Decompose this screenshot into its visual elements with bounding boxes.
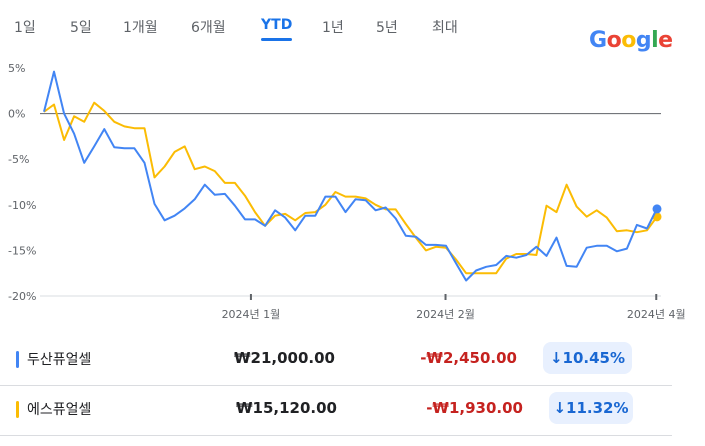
google-logo: Google bbox=[589, 28, 673, 53]
series-line-에스퓨얼셀 bbox=[43, 101, 658, 275]
stock-change: -₩1,930.00 bbox=[426, 399, 523, 417]
logo-letter: l bbox=[651, 28, 659, 53]
series-lines bbox=[43, 70, 662, 282]
active-tab-indicator bbox=[261, 38, 293, 41]
row-divider bbox=[0, 385, 672, 386]
percent-value: 10.45% bbox=[562, 349, 626, 367]
series-end-point bbox=[652, 204, 662, 214]
percent-change-badge: ↓ 10.45% bbox=[543, 342, 632, 374]
time-range-tabs: 1일 5일 1개월 6개월 YTD 1년 5년 최대 bbox=[0, 0, 705, 50]
stock-name: 에스퓨얼셀 bbox=[27, 402, 92, 418]
y-tick-label: -20% bbox=[8, 290, 36, 303]
stock-change: -₩2,450.00 bbox=[420, 349, 517, 367]
x-tick-label: 2024년 2월 bbox=[416, 308, 475, 321]
series-line-두산퓨얼셀 bbox=[43, 70, 658, 282]
stock-row-doosan[interactable]: 두산퓨얼셀 ₩21,000.00 -₩2,450.00 ↓ 10.45% bbox=[0, 335, 670, 383]
logo-letter: o bbox=[621, 28, 636, 53]
y-tick-label: 5% bbox=[8, 62, 25, 75]
series-color-marker bbox=[16, 351, 19, 368]
tab-5d[interactable]: 5일 bbox=[70, 20, 92, 36]
logo-letter: G bbox=[589, 28, 607, 53]
x-axis: 2024년 1월 2024년 2월 2024년 4월 bbox=[40, 294, 686, 321]
stock-row-s-fuelcell[interactable]: 에스퓨얼셀 ₩15,120.00 -₩1,930.00 ↓ 11.32% bbox=[0, 385, 670, 433]
tab-max[interactable]: 최대 bbox=[432, 20, 458, 36]
arrow-down-icon: ↓ bbox=[549, 349, 563, 367]
y-tick-label: 0% bbox=[8, 108, 25, 121]
y-tick-label: -15% bbox=[8, 244, 36, 257]
tab-ytd[interactable]: YTD bbox=[261, 17, 293, 41]
y-tick-label: -10% bbox=[8, 199, 36, 212]
logo-letter: g bbox=[635, 28, 652, 53]
tab-1d[interactable]: 1일 bbox=[14, 20, 36, 36]
price-comparison-chart: 5%0%-5%-10%-15%-20% 2024년 1월 2024년 2월 2024… bbox=[8, 62, 686, 321]
tab-1m[interactable]: 1개월 bbox=[123, 20, 158, 36]
arrow-down-icon: ↓ bbox=[553, 399, 567, 417]
percent-value: 11.32% bbox=[566, 399, 629, 417]
y-tick-label: -5% bbox=[8, 153, 29, 166]
logo-letter: o bbox=[606, 28, 622, 53]
y-axis: 5% 0% -5% -10% -15% -20% bbox=[8, 62, 661, 303]
tab-1y[interactable]: 1년 bbox=[322, 20, 344, 36]
row-divider bbox=[0, 435, 672, 436]
series-color-marker bbox=[16, 401, 19, 418]
tab-6m[interactable]: 6개월 bbox=[191, 20, 226, 36]
logo-letter: e bbox=[658, 28, 673, 53]
stock-name: 두산퓨얼셀 bbox=[27, 352, 92, 368]
tab-ytd-label: YTD bbox=[261, 17, 293, 33]
percent-change-badge: ↓ 11.32% bbox=[549, 392, 633, 424]
x-tick-label: 2024년 4월 bbox=[627, 308, 686, 321]
x-tick-label: 2024년 1월 bbox=[222, 308, 281, 321]
stock-price: ₩15,120.00 bbox=[235, 399, 337, 417]
tab-5y[interactable]: 5년 bbox=[376, 20, 398, 36]
stock-price: ₩21,000.00 bbox=[233, 349, 335, 367]
